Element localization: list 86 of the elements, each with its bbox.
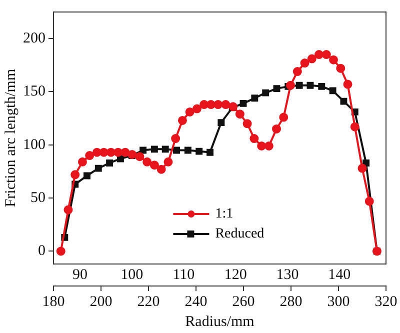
point <box>240 100 247 107</box>
point <box>99 148 108 157</box>
x2-tick-label: 100 <box>120 266 144 283</box>
point <box>117 155 124 162</box>
x-tick-label: 200 <box>90 294 112 310</box>
point <box>279 112 288 122</box>
point <box>178 116 187 125</box>
x-axis-title: Radius/mm <box>185 314 255 330</box>
point <box>292 67 302 76</box>
point <box>150 160 159 170</box>
x-tick-label: 260 <box>232 294 255 310</box>
x2-tick-label: 130 <box>276 266 299 283</box>
x-tick-label: 320 <box>374 294 398 310</box>
x-tick-label: 280 <box>280 294 302 310</box>
point <box>114 148 123 157</box>
point <box>235 110 244 119</box>
point <box>142 157 152 166</box>
point <box>184 146 192 154</box>
point <box>221 100 230 110</box>
point <box>162 146 169 153</box>
point <box>214 100 223 110</box>
x2-tick-label: 120 <box>224 266 247 283</box>
point <box>314 50 324 60</box>
point <box>218 119 225 126</box>
point <box>135 152 144 162</box>
point <box>85 151 94 160</box>
point <box>329 55 338 64</box>
y-tick-label: 150 <box>23 84 46 100</box>
point <box>94 164 102 172</box>
point <box>56 246 66 256</box>
point <box>64 205 73 214</box>
point <box>84 172 90 180</box>
point <box>318 82 326 90</box>
point <box>78 157 87 166</box>
y-tick-label: 50 <box>30 190 46 206</box>
point <box>262 89 270 96</box>
x-tick-label: 300 <box>327 294 350 310</box>
legend-label: Reduced <box>215 226 264 242</box>
point <box>273 85 280 92</box>
point <box>156 164 166 174</box>
legend-label: 1:1 <box>215 206 234 222</box>
point <box>322 50 331 60</box>
point <box>336 64 346 73</box>
point <box>150 146 158 153</box>
point <box>164 157 173 166</box>
point <box>140 146 147 154</box>
point <box>300 58 310 68</box>
point <box>171 134 180 144</box>
y-tick-label: 200 <box>23 30 46 47</box>
point <box>340 98 348 105</box>
point <box>70 170 80 180</box>
point <box>286 80 296 90</box>
y-tick-label: 0 <box>38 243 46 260</box>
x2-tick-label: 110 <box>172 266 195 283</box>
y-tick-label: 100 <box>23 136 46 153</box>
x2-tick-label: 140 <box>328 266 351 283</box>
point <box>257 141 266 150</box>
point <box>196 148 203 155</box>
point <box>329 87 336 94</box>
point <box>192 104 202 114</box>
point <box>250 134 259 144</box>
x-tick-label: 240 <box>184 294 208 310</box>
point <box>251 94 258 102</box>
point <box>296 82 303 89</box>
point <box>92 148 102 157</box>
x-tick-label: 220 <box>137 294 160 310</box>
point <box>358 164 367 173</box>
point <box>362 160 370 166</box>
point <box>128 150 137 159</box>
point <box>173 146 180 154</box>
point <box>106 160 114 166</box>
point <box>264 141 274 150</box>
point <box>343 80 352 89</box>
point <box>185 107 194 116</box>
point <box>242 119 252 128</box>
point <box>106 148 116 157</box>
point <box>306 82 314 89</box>
point <box>364 196 374 206</box>
point <box>350 122 360 132</box>
point <box>272 124 282 134</box>
point <box>120 148 130 157</box>
point <box>307 54 316 64</box>
point <box>206 148 214 156</box>
x-tick-label: 180 <box>42 294 65 310</box>
y-axis-title: Friction arc length/mm <box>2 68 19 208</box>
x2-tick-label: 90 <box>72 266 88 283</box>
